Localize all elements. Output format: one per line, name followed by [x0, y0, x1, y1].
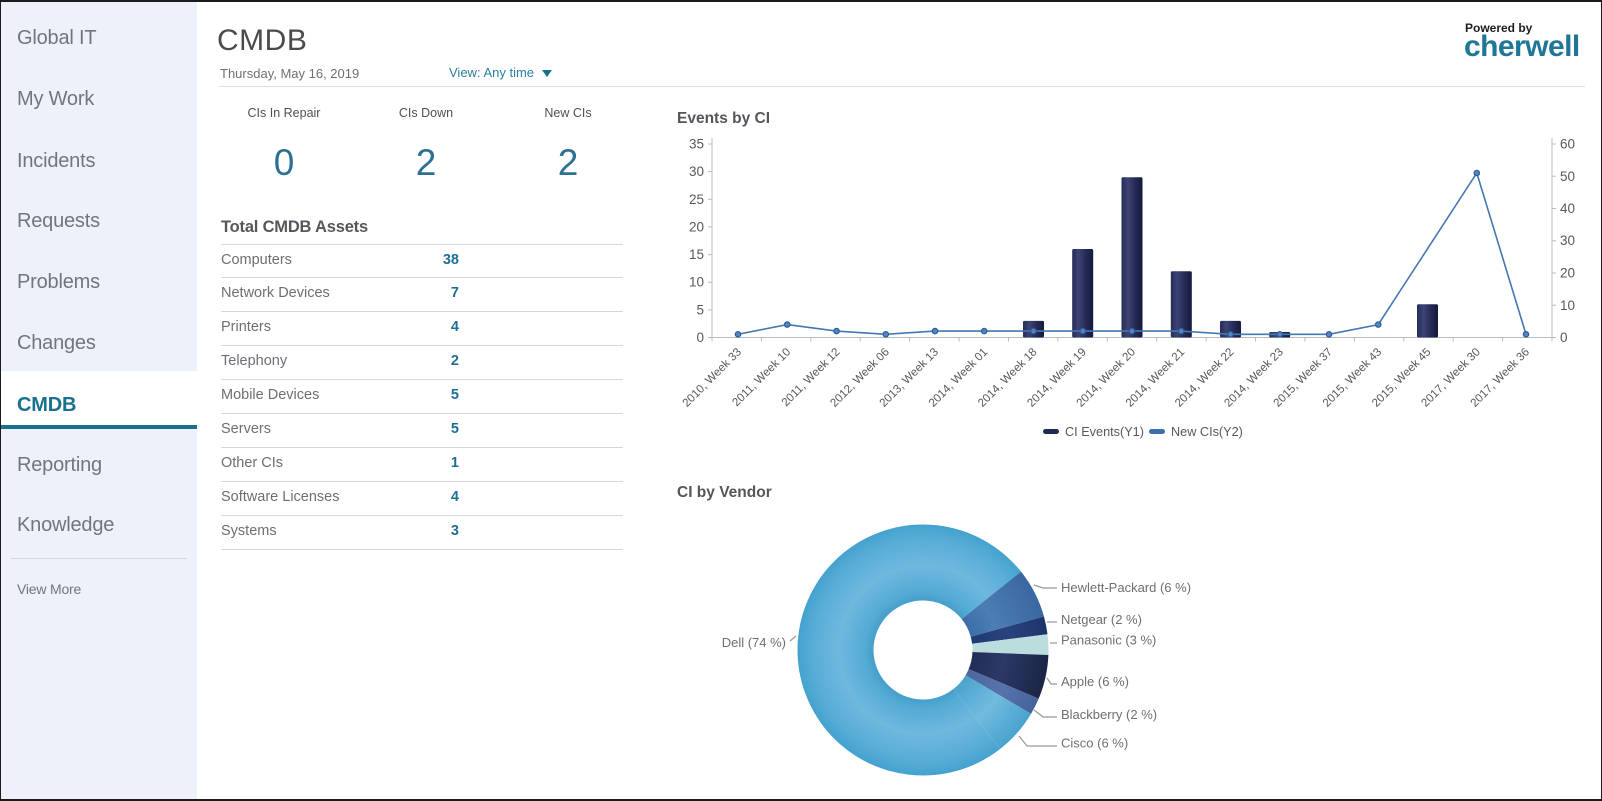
svg-text:20: 20 [689, 219, 704, 234]
svg-text:Blackberry (2 %): Blackberry (2 %) [1061, 707, 1157, 722]
svg-text:50: 50 [1560, 169, 1575, 184]
svg-text:60: 60 [1560, 137, 1575, 152]
svg-text:Cisco (6 %): Cisco (6 %) [1061, 736, 1128, 751]
svg-text:0: 0 [1560, 330, 1568, 345]
svg-text:30: 30 [689, 164, 704, 179]
svg-text:25: 25 [689, 192, 704, 207]
svg-text:40: 40 [1560, 201, 1575, 216]
svg-text:Netgear (2 %): Netgear (2 %) [1061, 612, 1142, 627]
svg-text:30: 30 [1560, 233, 1575, 248]
svg-text:Hewlett-Packard (6 %): Hewlett-Packard (6 %) [1061, 580, 1191, 595]
svg-text:10: 10 [1560, 298, 1575, 313]
svg-text:Apple (6 %): Apple (6 %) [1061, 674, 1129, 689]
svg-text:0: 0 [696, 330, 704, 345]
svg-text:35: 35 [689, 137, 704, 152]
svg-text:20: 20 [1560, 266, 1575, 281]
svg-text:New CIs(Y2): New CIs(Y2) [1171, 425, 1243, 439]
svg-text:Dell (74 %): Dell (74 %) [722, 635, 786, 650]
svg-text:10: 10 [689, 275, 704, 290]
svg-text:Panasonic (3 %): Panasonic (3 %) [1061, 633, 1156, 648]
svg-text:5: 5 [696, 302, 704, 317]
svg-text:15: 15 [689, 247, 704, 262]
svg-text:CI Events(Y1): CI Events(Y1) [1065, 425, 1144, 439]
